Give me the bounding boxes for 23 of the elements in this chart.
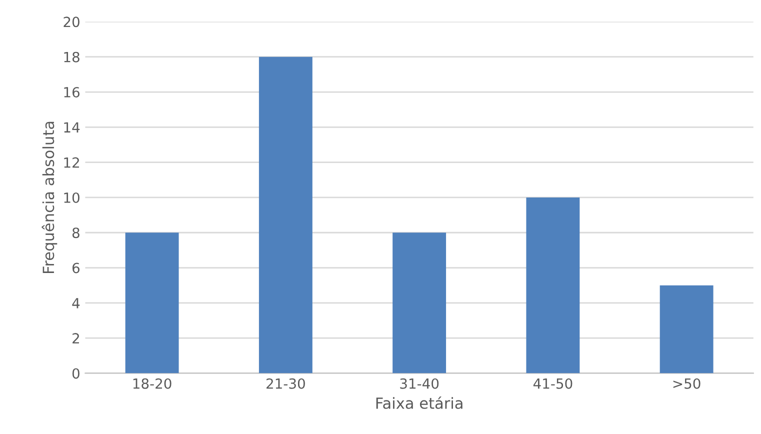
bar: [125, 232, 179, 374]
bar: [660, 285, 714, 374]
y-tick-label: 0: [72, 368, 80, 379]
y-tick-label: 12: [64, 157, 79, 168]
y-axis-title: Frequência absoluta: [42, 122, 58, 273]
bar: [258, 56, 312, 374]
y-tick-label: 20: [64, 16, 80, 28]
y-tick-label: 14: [64, 122, 80, 132]
x-tick-label: >50: [673, 378, 700, 389]
x-axis-title: Faixa etária: [376, 396, 462, 409]
x-tick-label: 31-40: [400, 378, 439, 389]
y-tick-label: 2: [72, 333, 79, 344]
bar: [526, 197, 580, 374]
y-tick-label: 6: [72, 262, 80, 274]
x-tick-label: 18-20: [133, 378, 172, 389]
x-tick-label: 41-50: [533, 378, 572, 389]
x-tick-label: 21-30: [266, 378, 305, 389]
y-tick-label: 10: [64, 192, 80, 203]
y-tick-label: 16: [64, 86, 80, 98]
bar: [392, 232, 446, 374]
y-tick-label: 18: [64, 52, 80, 62]
y-tick-label: 8: [72, 228, 80, 238]
y-tick-label: 4: [72, 298, 80, 308]
